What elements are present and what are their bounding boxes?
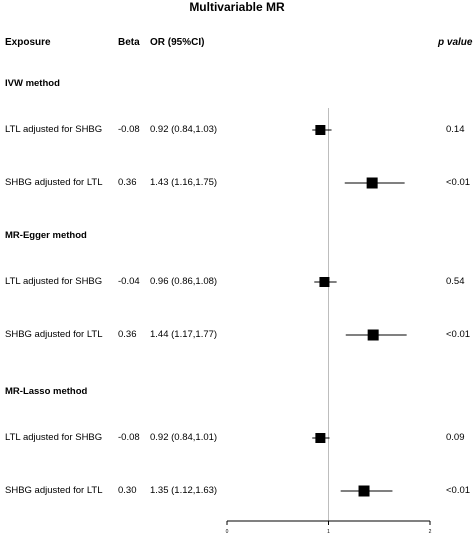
exposure-label: LTL adjusted for SHBG <box>5 432 103 443</box>
beta-value: 0.30 <box>118 485 137 496</box>
point-estimate-marker <box>315 125 326 135</box>
p-value: <0.01 <box>446 177 471 188</box>
beta-value: 0.36 <box>118 329 137 340</box>
exposure-label: LTL adjusted for SHBG <box>5 124 103 135</box>
point-estimate-marker <box>366 177 378 189</box>
x-tick-label: 0 <box>226 529 229 535</box>
section-label: MR-Lasso method <box>5 386 88 397</box>
exposure-label: LTL adjusted for SHBG <box>5 276 103 287</box>
beta-value: 0.36 <box>118 177 137 188</box>
exposure-header: Exposure <box>5 37 51 48</box>
or-ci-text: 0.92 (0.84,1.01) <box>150 432 218 443</box>
beta-value: -0.08 <box>118 432 140 443</box>
or-ci-text: 1.35 (1.12,1.63) <box>150 485 218 496</box>
point-estimate-marker <box>367 329 379 341</box>
point-estimate-marker <box>358 485 370 497</box>
section-label: MR-Egger method <box>5 230 87 241</box>
p-value: 0.09 <box>446 432 465 443</box>
x-tick-label: 1 <box>327 529 330 535</box>
exposure-label: SHBG adjusted for LTL <box>5 177 103 188</box>
exposure-label: SHBG adjusted for LTL <box>5 329 103 340</box>
or-ci-text: 1.43 (1.16,1.75) <box>150 177 218 188</box>
exposure-label: SHBG adjusted for LTL <box>5 485 103 496</box>
or-ci-text: 1.44 (1.17,1.77) <box>150 329 218 340</box>
or-ci-text: 0.96 (0.86,1.08) <box>150 276 218 287</box>
p-value: <0.01 <box>446 329 471 340</box>
beta-value: -0.08 <box>118 124 140 135</box>
x-tick-label: 2 <box>429 529 432 535</box>
or-ci-text: 0.92 (0.84,1.03) <box>150 124 218 135</box>
p-value: 0.14 <box>446 124 465 135</box>
p-value: <0.01 <box>446 485 471 496</box>
chart-title: Multivariable MR <box>189 0 285 14</box>
beta-header: Beta <box>118 37 140 48</box>
point-estimate-marker <box>319 277 330 287</box>
point-estimate-marker <box>315 433 326 443</box>
beta-value: -0.04 <box>118 276 140 287</box>
p-value: 0.54 <box>446 276 465 287</box>
or-header: OR (95%CI) <box>150 37 205 48</box>
p-value-header: p value <box>438 37 473 48</box>
section-label: IVW method <box>5 78 60 89</box>
